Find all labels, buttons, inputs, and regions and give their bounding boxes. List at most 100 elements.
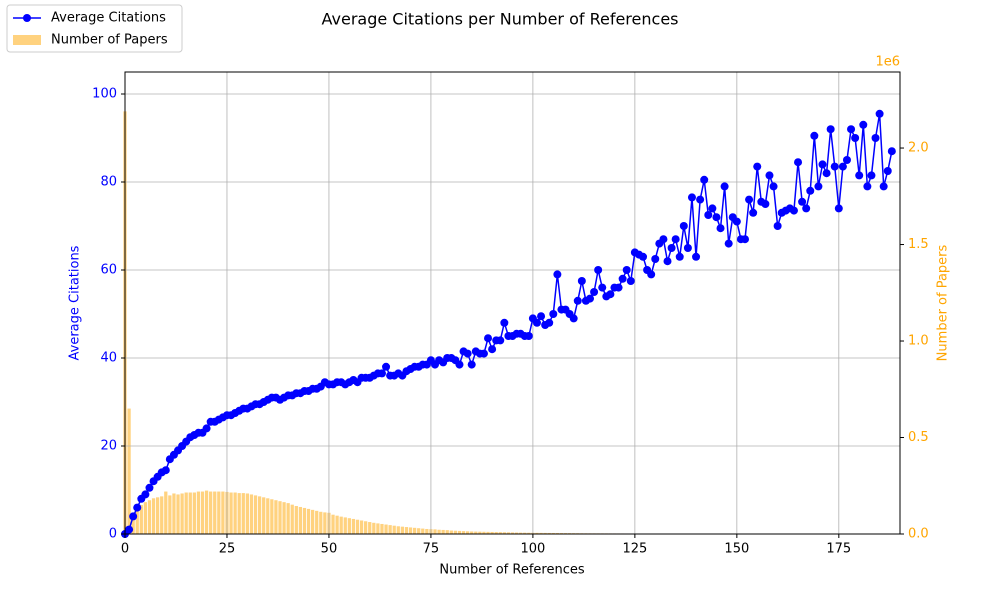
bar bbox=[282, 502, 286, 534]
line-marker bbox=[818, 160, 827, 169]
line-marker bbox=[586, 294, 594, 303]
bar bbox=[388, 525, 392, 534]
bar bbox=[180, 493, 184, 534]
line-marker bbox=[569, 314, 578, 323]
bar bbox=[421, 528, 425, 534]
bar bbox=[323, 512, 327, 534]
bar bbox=[339, 516, 343, 534]
line-marker bbox=[639, 252, 648, 261]
line-marker bbox=[798, 197, 807, 206]
line-marker bbox=[696, 195, 705, 204]
line-marker bbox=[622, 266, 631, 274]
line-marker bbox=[855, 171, 864, 180]
legend-swatch bbox=[13, 35, 41, 45]
line-marker bbox=[732, 217, 741, 226]
legend-label: Number of Papers bbox=[51, 33, 168, 48]
y-tick-label: 60 bbox=[100, 263, 117, 278]
x-tick-label: 175 bbox=[826, 542, 851, 557]
line-marker bbox=[606, 290, 615, 299]
bar bbox=[539, 532, 543, 534]
y-tick-label: 100 bbox=[92, 87, 117, 102]
line-marker bbox=[532, 318, 541, 327]
bar bbox=[139, 505, 143, 534]
line-marker bbox=[537, 312, 546, 321]
x-tick-label: 100 bbox=[520, 542, 545, 557]
bar bbox=[490, 531, 494, 534]
line-marker bbox=[679, 222, 688, 230]
bar bbox=[298, 506, 303, 534]
bar bbox=[266, 498, 270, 534]
bar bbox=[213, 491, 217, 534]
bar bbox=[543, 532, 547, 534]
bar bbox=[192, 492, 196, 534]
line-marker bbox=[802, 204, 811, 213]
x-tick-label: 75 bbox=[423, 542, 440, 557]
line-marker bbox=[161, 466, 170, 475]
line-marker bbox=[496, 336, 505, 345]
bar bbox=[347, 518, 351, 534]
grid-layer bbox=[124, 72, 900, 535]
bar bbox=[319, 511, 323, 534]
bar bbox=[200, 491, 205, 534]
bar bbox=[368, 522, 372, 534]
bar bbox=[278, 501, 282, 534]
line-marker bbox=[708, 204, 717, 213]
line-marker bbox=[822, 169, 831, 178]
y-tick-label: 20 bbox=[100, 439, 117, 454]
line-marker bbox=[614, 283, 623, 292]
bar bbox=[527, 532, 531, 534]
bar bbox=[433, 529, 437, 534]
line-marker bbox=[488, 345, 497, 354]
bar bbox=[147, 500, 152, 534]
line-marker bbox=[377, 369, 386, 378]
axes-layer: 0 25 50 75 100 125 150 175 0 20 40 60 80 100 0.0 0.5 1.0… bbox=[92, 71, 929, 557]
line-marker bbox=[745, 195, 754, 204]
bar bbox=[306, 508, 311, 534]
bar bbox=[523, 532, 527, 534]
line-marker bbox=[500, 318, 509, 327]
line-marker bbox=[671, 235, 680, 244]
bar bbox=[233, 492, 237, 534]
bar bbox=[286, 503, 290, 534]
bar bbox=[209, 491, 213, 534]
line-marker bbox=[663, 257, 672, 266]
line-marker bbox=[382, 362, 391, 371]
legend: Average Citations Number of Papers bbox=[6, 4, 183, 53]
line-marker bbox=[594, 266, 603, 274]
line-marker bbox=[753, 162, 762, 171]
line-marker bbox=[847, 125, 856, 134]
line-marker bbox=[716, 224, 725, 233]
bar bbox=[257, 496, 262, 534]
line-marker bbox=[867, 171, 876, 180]
bar bbox=[270, 499, 274, 534]
bar bbox=[506, 532, 511, 534]
bar bbox=[466, 531, 470, 534]
bar bbox=[449, 530, 453, 534]
bar bbox=[176, 494, 180, 534]
line-marker bbox=[484, 334, 493, 343]
bar bbox=[547, 532, 551, 534]
x-tick-label: 125 bbox=[622, 542, 647, 557]
bar bbox=[519, 532, 523, 534]
line-marker bbox=[598, 283, 607, 292]
line-marker bbox=[704, 211, 713, 219]
line-marker bbox=[463, 349, 472, 358]
bar bbox=[172, 493, 176, 534]
bar bbox=[502, 532, 506, 534]
y2-tick-label: 0.5 bbox=[908, 430, 929, 445]
bar bbox=[376, 523, 380, 534]
line-marker bbox=[683, 244, 692, 252]
line-marker bbox=[814, 182, 823, 191]
line-marker bbox=[647, 270, 656, 279]
line-marker bbox=[125, 525, 134, 534]
line-marker bbox=[834, 204, 843, 213]
bar bbox=[302, 507, 307, 534]
y2-tick-label: 1.5 bbox=[908, 237, 929, 252]
bar bbox=[441, 529, 445, 534]
bar bbox=[482, 531, 486, 534]
y2-tick-label: 0.0 bbox=[908, 527, 929, 542]
line-marker bbox=[659, 235, 668, 244]
bar bbox=[253, 495, 258, 534]
bar bbox=[204, 490, 209, 534]
